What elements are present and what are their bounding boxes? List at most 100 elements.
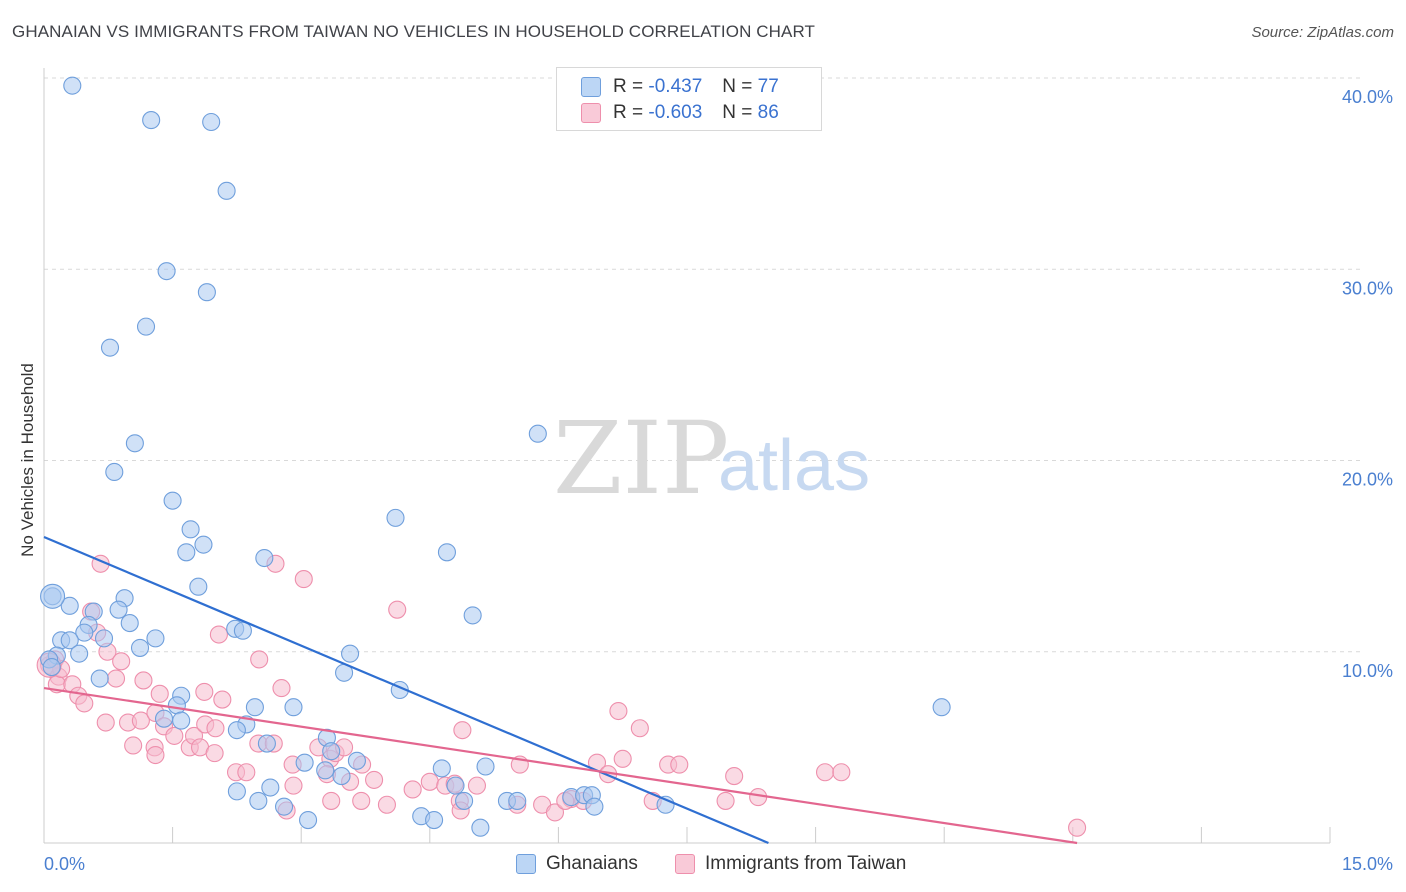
y-tick-label: 10.0% bbox=[1342, 661, 1393, 681]
y-tick-label: 20.0% bbox=[1342, 470, 1393, 490]
ghanaian-point bbox=[146, 629, 165, 648]
ghanaian-point bbox=[386, 508, 405, 527]
ghanaian-point bbox=[70, 644, 89, 663]
ghanaian-point bbox=[125, 434, 144, 453]
ghanaian-point bbox=[437, 543, 456, 562]
watermark-atlas: atlas bbox=[718, 426, 870, 506]
chart-title: GHANAIAN VS IMMIGRANTS FROM TAIWAN NO VE… bbox=[12, 22, 816, 41]
ghanaian-point bbox=[471, 818, 490, 837]
ghanaian-point bbox=[194, 535, 213, 554]
taiwan-point bbox=[205, 744, 224, 763]
taiwan-point bbox=[124, 736, 143, 755]
bottom-legend-taiwan: Immigrants from Taiwan bbox=[675, 852, 906, 876]
taiwan-point bbox=[365, 770, 384, 789]
ghanaian-point bbox=[136, 317, 156, 336]
tick-labels: 10.0% 20.0% 30.0% 40.0% 0.0% 15.0% bbox=[44, 87, 1393, 874]
watermark: ZIP atlas bbox=[553, 400, 870, 517]
taiwan-point bbox=[134, 671, 153, 690]
ghanaian-point bbox=[189, 577, 208, 596]
taiwan-point bbox=[213, 690, 232, 709]
ghanaian-point bbox=[425, 810, 444, 830]
trend-lines bbox=[43, 535, 1078, 845]
series-ghanaian-points bbox=[40, 76, 951, 837]
watermark-zip: ZIP bbox=[553, 400, 729, 517]
source-label: Source: ZipAtlas.com bbox=[1251, 24, 1394, 41]
ghanaian-point bbox=[120, 614, 139, 633]
correlation-legend: R = -0.437 N = 77 R = -0.603 N = 86 bbox=[556, 67, 822, 131]
taiwan-point bbox=[294, 570, 313, 589]
taiwan-point bbox=[75, 694, 94, 713]
trend-line-ghanaians bbox=[43, 535, 769, 845]
ghanaian-point bbox=[476, 757, 495, 776]
taiwan-point bbox=[1068, 818, 1087, 837]
trend-line-taiwan bbox=[43, 686, 1078, 845]
taiwan-point bbox=[377, 795, 396, 814]
legend-n-label: N = bbox=[722, 102, 753, 123]
x-tick-label-min: 0.0% bbox=[44, 854, 85, 874]
taiwan-point bbox=[106, 669, 126, 688]
ghanaian-point bbox=[167, 696, 186, 715]
ghanaian-point bbox=[463, 606, 482, 625]
ghanaian-point bbox=[299, 810, 318, 830]
ghanaian-point bbox=[109, 600, 128, 619]
legend-n-label: N = bbox=[722, 76, 753, 97]
ghanaian-point bbox=[60, 596, 79, 615]
taiwan-point bbox=[613, 749, 632, 768]
taiwan-point bbox=[545, 803, 565, 822]
taiwan-point bbox=[146, 745, 165, 765]
y-tick-label: 30.0% bbox=[1342, 278, 1393, 298]
taiwan-point bbox=[352, 791, 371, 810]
legend-r-value-ghanaians: -0.437 bbox=[648, 76, 703, 97]
bottom-legend-ghanaians: Ghanaians bbox=[516, 852, 638, 876]
legend-r-value-taiwan: -0.603 bbox=[648, 102, 703, 123]
ghanaian-point bbox=[528, 424, 547, 443]
ghanaian-point bbox=[181, 520, 200, 539]
taiwan-point bbox=[165, 726, 184, 745]
taiwan-point bbox=[272, 679, 291, 698]
taiwan-point bbox=[420, 772, 439, 791]
bottom-legend-label-ghanaians: Ghanaians bbox=[546, 853, 638, 874]
ghanaian-point-large bbox=[40, 583, 66, 609]
y-tick-label: 40.0% bbox=[1342, 87, 1393, 107]
taiwan-point bbox=[630, 719, 649, 738]
ghanaian-point bbox=[227, 782, 246, 801]
taiwan-point bbox=[388, 600, 407, 619]
ghanaian-point bbox=[295, 753, 314, 772]
ghanaian-point bbox=[217, 181, 236, 200]
x-tick-label-max: 15.0% bbox=[1342, 854, 1393, 874]
taiwan-point bbox=[403, 780, 422, 799]
ghanaian-point bbox=[432, 759, 451, 778]
bottom-legend-label-taiwan: Immigrants from Taiwan bbox=[705, 853, 907, 874]
bottom-legend-swatch-pink bbox=[675, 854, 695, 874]
ghanaian-point bbox=[94, 629, 114, 648]
legend-swatch-pink bbox=[581, 103, 601, 123]
taiwan-point bbox=[150, 684, 169, 703]
ghanaian-point bbox=[257, 734, 276, 753]
taiwan-point bbox=[322, 791, 341, 810]
ghanaian-point bbox=[284, 698, 303, 717]
legend-r-label: R = bbox=[613, 102, 644, 123]
y-axis-label: No Vehicles in Household bbox=[18, 363, 37, 557]
ghanaian-point bbox=[105, 462, 124, 482]
ghanaian-point bbox=[316, 761, 335, 780]
taiwan-point bbox=[284, 776, 303, 795]
taiwan-point bbox=[209, 625, 228, 644]
ghanaian-point bbox=[197, 283, 216, 302]
ghanaian-point bbox=[932, 698, 951, 717]
ghanaian-point bbox=[130, 638, 150, 657]
legend-n-value-taiwan: 86 bbox=[757, 102, 779, 123]
ghanaian-point bbox=[157, 262, 176, 281]
ghanaian-point bbox=[60, 631, 79, 650]
taiwan-point bbox=[832, 763, 851, 782]
ghanaian-point bbox=[202, 112, 221, 132]
ghanaian-point bbox=[75, 623, 94, 642]
ghanaian-point bbox=[508, 791, 527, 810]
taiwan-point bbox=[131, 711, 150, 730]
ghanaian-point bbox=[275, 797, 294, 816]
ghanaian-point bbox=[446, 776, 465, 795]
ghanaian-point bbox=[332, 767, 351, 786]
taiwan-point bbox=[195, 682, 214, 701]
legend-row-taiwan: R = -0.603 N = 86 bbox=[581, 101, 779, 125]
taiwan-point bbox=[725, 767, 744, 786]
